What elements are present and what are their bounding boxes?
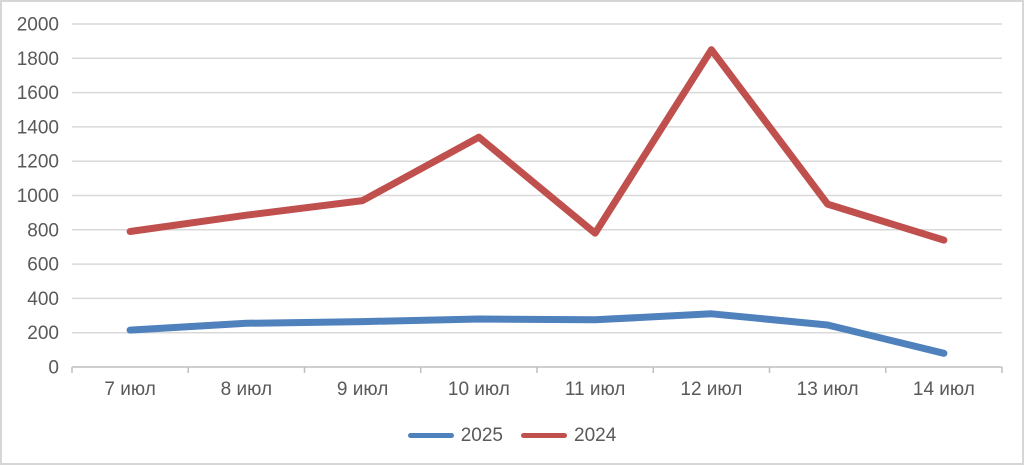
y-axis-tick-label: 1600 [17, 83, 59, 104]
x-axis-label: 13 июл [797, 379, 859, 400]
y-axis-tick-label: 1400 [17, 117, 59, 138]
x-axis-label: 7 июл [104, 379, 155, 400]
x-axis-label: 12 июл [680, 379, 742, 400]
legend-swatch-2025-icon [407, 432, 454, 438]
y-axis-tick-label: 800 [27, 220, 59, 241]
legend-label-2025: 2025 [460, 424, 503, 446]
y-axis-tick-label: 600 [27, 255, 59, 276]
x-axis-label: 8 июл [221, 379, 272, 400]
y-axis-tick-label: 2000 [17, 15, 59, 36]
y-axis-tick-label: 1000 [17, 186, 59, 207]
series-line-2025 [126, 310, 948, 357]
series-line-2024 [126, 46, 948, 244]
legend-item-2024: 2024 [521, 426, 616, 445]
legend-label-2024: 2024 [574, 424, 617, 446]
y-axis-tick-label: 1800 [17, 49, 59, 70]
x-axis-label: 10 июл [448, 379, 510, 400]
x-axis-label: 11 июл [565, 379, 626, 400]
chart-legend: 2025 2024 [2, 423, 1022, 447]
x-axis-label: 9 июл [337, 379, 388, 400]
x-axis-label: 14 июл [913, 379, 975, 400]
legend-item-2025: 2025 [407, 424, 503, 446]
legend-swatch-2024-icon [521, 432, 567, 438]
y-axis-tick-label: 400 [27, 289, 59, 310]
y-axis-tick-label: 0 [48, 358, 59, 379]
y-axis-tick-label: 1200 [17, 152, 59, 173]
y-axis-tick-label: 200 [27, 323, 59, 344]
